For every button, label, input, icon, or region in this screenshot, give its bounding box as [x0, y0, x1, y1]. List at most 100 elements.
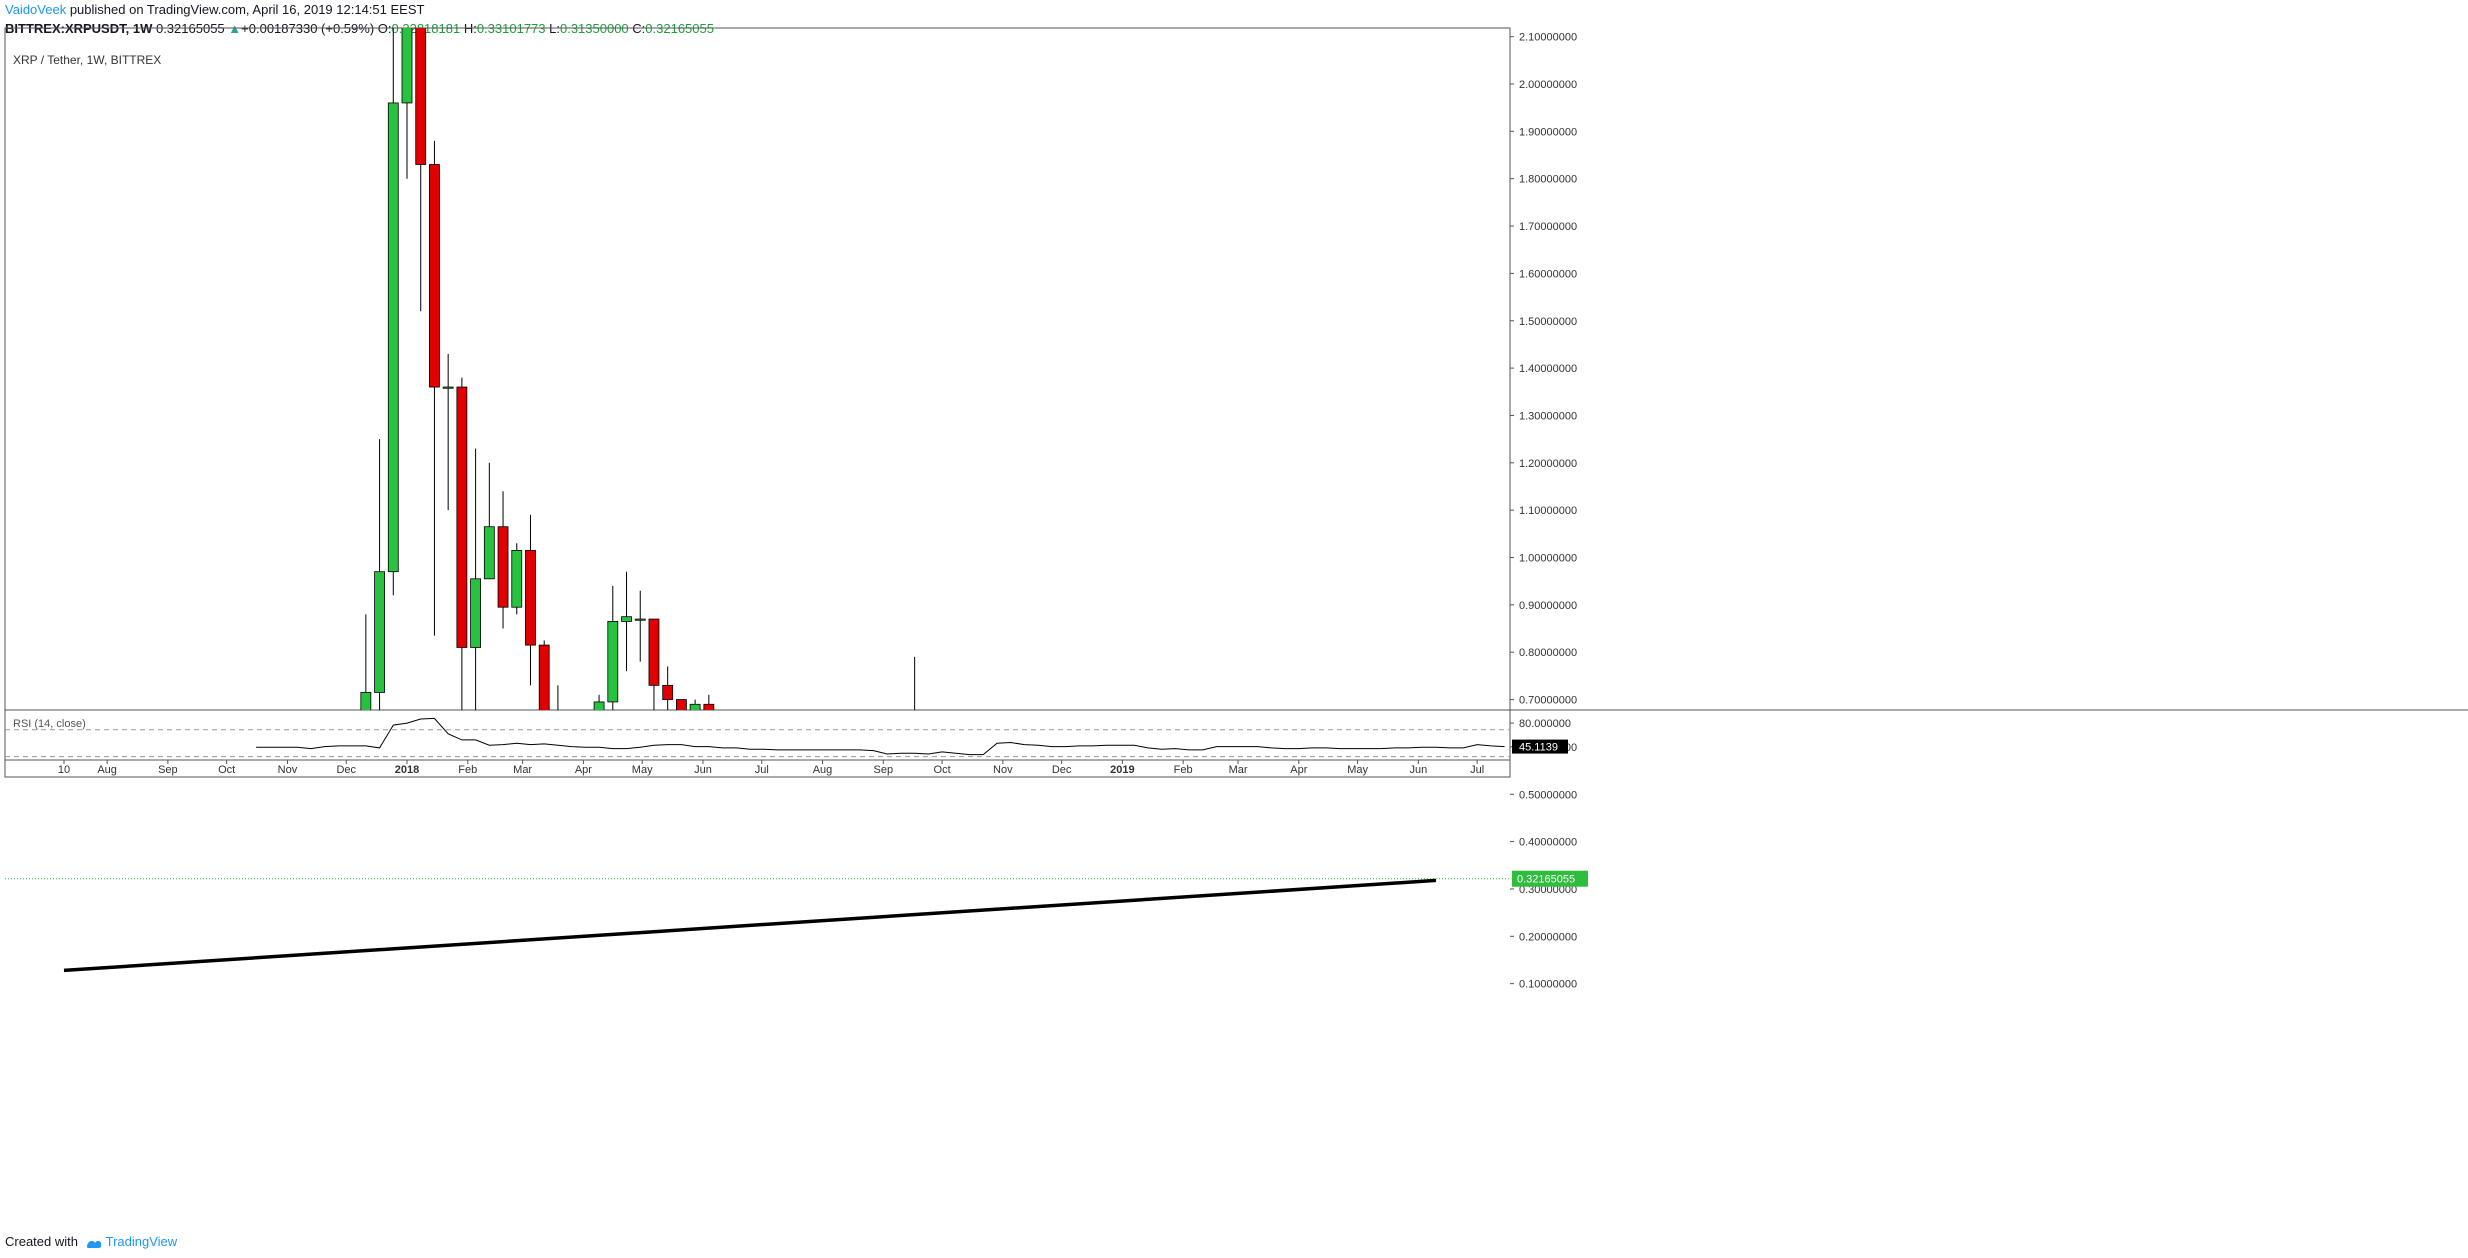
candle-body	[196, 942, 206, 946]
y-tick-label: 1.30000000	[1519, 410, 1577, 422]
candle-body	[648, 618, 660, 686]
x-tick-label: Jul	[1470, 764, 1484, 776]
candle-body	[868, 870, 878, 879]
x-tick-label: Jun	[1409, 764, 1427, 776]
x-tick-label: 2019	[1110, 764, 1134, 776]
candle-body	[237, 896, 247, 905]
candle-body	[347, 915, 357, 922]
candle-body	[1088, 858, 1098, 894]
publish-info: VaidoVeek published on TradingView.com, …	[5, 2, 424, 17]
x-tick-label: Feb	[458, 764, 477, 776]
author-link[interactable]: VaidoVeek	[5, 2, 67, 17]
candles	[86, 28, 1331, 956]
candle-body	[320, 915, 330, 920]
candle-body	[1157, 884, 1167, 889]
candle-body	[634, 618, 646, 621]
plot-frame	[4, 27, 1511, 778]
candle-body	[251, 906, 261, 937]
candle-body	[333, 915, 343, 917]
candle-body	[992, 808, 1002, 809]
candle-body	[827, 823, 837, 894]
y-tick-label: 2.10000000	[1519, 32, 1577, 44]
candle-body	[401, 28, 413, 104]
x-tick-label: May	[1347, 764, 1368, 776]
candle-body	[511, 549, 523, 608]
candle-body	[745, 806, 755, 813]
x-tick-label: 10	[58, 764, 70, 776]
candle-body	[1047, 849, 1057, 861]
candle-body	[1074, 884, 1084, 896]
x-tick-label: Jul	[755, 764, 769, 776]
candle-body	[1019, 787, 1029, 788]
x-tick-label: Oct	[934, 764, 951, 776]
candle-body	[86, 937, 96, 954]
candle-body	[1225, 884, 1235, 891]
current-price-label-bg	[1512, 870, 1588, 887]
candle-body	[525, 549, 536, 646]
rsi-label: RSI (14, close)	[13, 718, 86, 730]
candle-body	[100, 943, 110, 952]
candle-body	[800, 813, 810, 818]
candle-body	[910, 761, 920, 903]
candle-body	[374, 571, 385, 693]
x-tick-label: Feb	[1174, 764, 1193, 776]
rsi-line	[256, 717, 1505, 756]
candle-body	[265, 936, 275, 937]
candle-body	[703, 703, 715, 710]
tradingview-link[interactable]: TradingView	[105, 1234, 178, 1249]
price-chart[interactable]: 2.10000000 2.00000000 1.90000000 1.80000000…	[0, 0, 2468, 1230]
x-tick-label: Oct	[218, 764, 235, 776]
y-tick-label: 1.10000000	[1519, 505, 1577, 517]
candle-body	[1321, 876, 1331, 879]
candle-body	[470, 578, 482, 648]
candle-body	[429, 164, 440, 388]
candle-body	[607, 621, 619, 703]
candle-body	[1170, 889, 1180, 891]
candle-body	[786, 818, 796, 819]
y-tick-label: 1.60000000	[1519, 268, 1577, 280]
x-tick-label: Mar	[1229, 764, 1248, 776]
y-tick-label: 1.40000000	[1519, 363, 1577, 375]
candle-body	[580, 792, 590, 804]
rsi-value-label: 45.1139	[1519, 742, 1558, 754]
candle-body	[360, 692, 372, 710]
candle-body	[1198, 889, 1208, 890]
candle-body	[662, 684, 674, 700]
x-tick-label: Nov	[993, 764, 1013, 776]
candle-body	[483, 526, 495, 580]
y-tick-label: 1.80000000	[1519, 174, 1577, 186]
x-tick-label: Apr	[575, 764, 592, 776]
y-tick-label: 0.10000000	[1519, 979, 1577, 991]
y-tick-label: 0.90000000	[1519, 600, 1577, 612]
y-tick-label: 1.20000000	[1519, 458, 1577, 470]
x-tick-label: Dec	[336, 764, 356, 776]
y-tick-label: 1.90000000	[1519, 126, 1577, 138]
candle-body	[1143, 884, 1153, 886]
candle-body	[128, 950, 138, 956]
candle-body	[497, 526, 509, 608]
rsi-tick-label: 80.000000	[1519, 718, 1571, 730]
candle-body	[442, 386, 454, 389]
candle-body	[182, 928, 192, 946]
candle-body	[731, 782, 741, 806]
candle-body	[1006, 790, 1016, 811]
x-tick-label: Nov	[278, 764, 298, 776]
y-tick-label: 1.70000000	[1519, 221, 1577, 233]
x-tick-label: Apr	[1290, 764, 1307, 776]
x-tick-label: Mar	[513, 764, 532, 776]
x-tick-label: May	[632, 764, 653, 776]
y-tick-label: 0.40000000	[1519, 837, 1577, 849]
candle-body	[896, 898, 906, 900]
x-tick-label: Aug	[97, 764, 117, 776]
candle-body	[553, 721, 563, 730]
candle-body	[814, 813, 824, 822]
candle-body	[306, 920, 316, 941]
candle-body	[169, 922, 179, 928]
candle-body	[1184, 887, 1194, 892]
y-tick-label: 0.80000000	[1519, 647, 1577, 659]
x-tick-label: Sep	[873, 764, 893, 776]
candle-body	[759, 806, 769, 813]
candle-body	[621, 616, 632, 622]
candle-body	[676, 699, 687, 710]
candle-body	[978, 808, 988, 810]
